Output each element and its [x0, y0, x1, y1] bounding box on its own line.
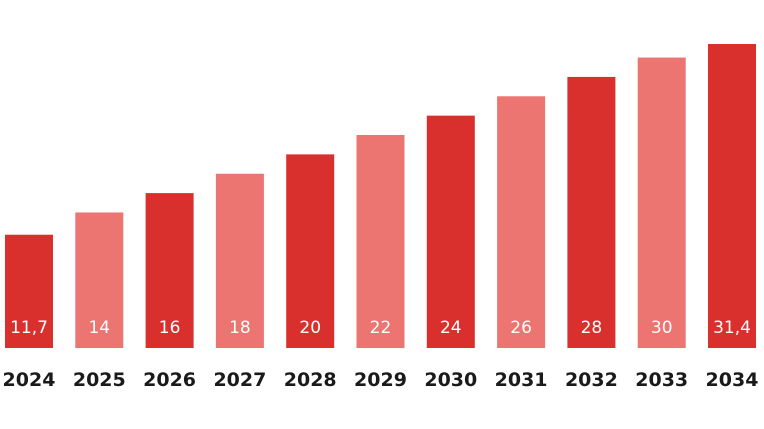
bar-2026 [145, 193, 194, 348]
bar-2033 [637, 57, 686, 349]
x-tick-label-2031: 2031 [495, 369, 548, 391]
x-tick-label-2030: 2030 [424, 369, 477, 391]
value-label-2031: 26 [510, 318, 532, 338]
x-tick-label-2029: 2029 [354, 369, 407, 391]
x-tick-label-2032: 2032 [565, 369, 618, 391]
x-tick-label-2026: 2026 [143, 369, 196, 391]
x-tick-label-2025: 2025 [73, 369, 126, 391]
bar-2030 [426, 115, 475, 348]
bar-2028 [286, 154, 335, 348]
value-label-2029: 22 [370, 318, 392, 338]
value-label-2024: 11,7 [10, 318, 48, 338]
value-label-2027: 18 [229, 318, 251, 338]
value-label-2030: 24 [440, 318, 462, 338]
bar-2034 [708, 44, 756, 348]
bar-2027 [215, 173, 264, 348]
bar-2025 [75, 212, 124, 348]
x-tick-label-2033: 2033 [635, 369, 688, 391]
x-tick-label-2028: 2028 [284, 369, 337, 391]
bar-2032 [567, 76, 616, 348]
x-tick-label-2027: 2027 [213, 369, 266, 391]
value-label-2034: 31,4 [713, 318, 751, 338]
x-tick-label-2034: 2034 [706, 369, 759, 391]
bar-2024 [5, 234, 53, 348]
value-label-2028: 20 [299, 318, 321, 338]
value-label-2033: 30 [651, 318, 673, 338]
value-label-2026: 16 [159, 318, 181, 338]
value-label-2025: 14 [88, 318, 110, 338]
value-label-2032: 28 [581, 318, 603, 338]
bar-2031 [497, 96, 546, 348]
bar-2029 [356, 135, 405, 348]
x-tick-label-2024: 2024 [3, 369, 56, 391]
